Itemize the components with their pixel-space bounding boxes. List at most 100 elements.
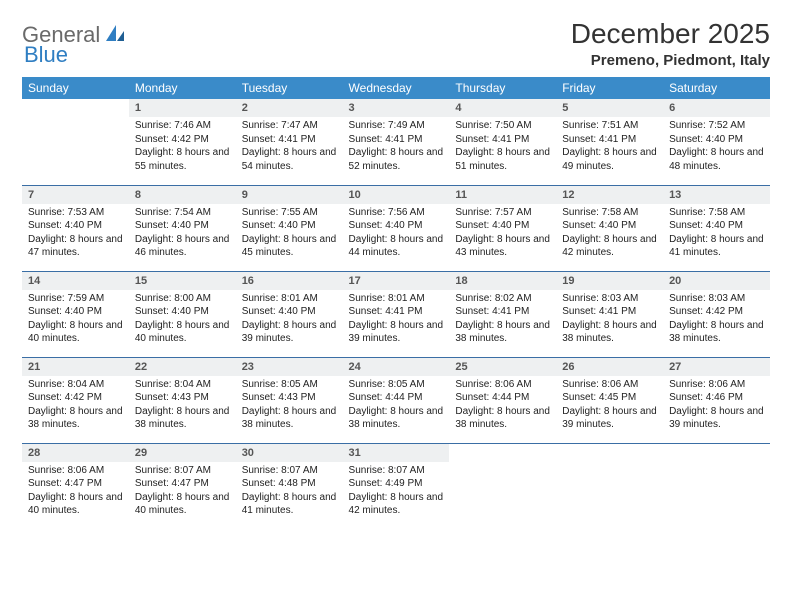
day-details: Sunrise: 8:05 AMSunset: 4:43 PMDaylight:…: [236, 376, 343, 436]
sunrise-line: Sunrise: 8:00 AM: [135, 292, 230, 306]
day-details: Sunrise: 8:03 AMSunset: 4:42 PMDaylight:…: [663, 290, 770, 350]
daylight-line: Daylight: 8 hours and 41 minutes.: [242, 491, 337, 518]
calendar-day-cell: [22, 99, 129, 185]
sunset-line: Sunset: 4:41 PM: [455, 133, 550, 147]
sunset-line: Sunset: 4:43 PM: [135, 391, 230, 405]
sunrise-line: Sunrise: 8:01 AM: [349, 292, 444, 306]
daylight-line: Daylight: 8 hours and 39 minutes.: [562, 405, 657, 432]
day-details: Sunrise: 7:46 AMSunset: 4:42 PMDaylight:…: [129, 117, 236, 177]
sunrise-line: Sunrise: 7:59 AM: [28, 292, 123, 306]
sunset-line: Sunset: 4:41 PM: [562, 305, 657, 319]
day-number: 15: [129, 272, 236, 290]
dow-header: Friday: [556, 77, 663, 99]
sunrise-line: Sunrise: 8:06 AM: [28, 464, 123, 478]
day-details: Sunrise: 8:05 AMSunset: 4:44 PMDaylight:…: [343, 376, 450, 436]
sunrise-line: Sunrise: 8:06 AM: [562, 378, 657, 392]
day-details: Sunrise: 8:03 AMSunset: 4:41 PMDaylight:…: [556, 290, 663, 350]
daylight-line: Daylight: 8 hours and 38 minutes.: [455, 319, 550, 346]
daylight-line: Daylight: 8 hours and 55 minutes.: [135, 146, 230, 173]
day-number: 31: [343, 444, 450, 462]
sunset-line: Sunset: 4:42 PM: [669, 305, 764, 319]
day-details: Sunrise: 8:04 AMSunset: 4:43 PMDaylight:…: [129, 376, 236, 436]
daylight-line: Daylight: 8 hours and 43 minutes.: [455, 233, 550, 260]
sunset-line: Sunset: 4:49 PM: [349, 477, 444, 491]
calendar-table: Sunday Monday Tuesday Wednesday Thursday…: [22, 77, 770, 529]
sunrise-line: Sunrise: 7:54 AM: [135, 206, 230, 220]
day-number: 30: [236, 444, 343, 462]
calendar-day-cell: 8Sunrise: 7:54 AMSunset: 4:40 PMDaylight…: [129, 185, 236, 271]
day-number: 10: [343, 186, 450, 204]
day-details: Sunrise: 8:06 AMSunset: 4:45 PMDaylight:…: [556, 376, 663, 436]
day-details: Sunrise: 7:57 AMSunset: 4:40 PMDaylight:…: [449, 204, 556, 264]
day-details: Sunrise: 8:07 AMSunset: 4:48 PMDaylight:…: [236, 462, 343, 522]
calendar-day-cell: 7Sunrise: 7:53 AMSunset: 4:40 PMDaylight…: [22, 185, 129, 271]
calendar-day-cell: 21Sunrise: 8:04 AMSunset: 4:42 PMDayligh…: [22, 357, 129, 443]
day-details: Sunrise: 7:51 AMSunset: 4:41 PMDaylight:…: [556, 117, 663, 177]
dow-header: Saturday: [663, 77, 770, 99]
calendar-day-cell: 6Sunrise: 7:52 AMSunset: 4:40 PMDaylight…: [663, 99, 770, 185]
daylight-line: Daylight: 8 hours and 44 minutes.: [349, 233, 444, 260]
calendar-day-cell: 3Sunrise: 7:49 AMSunset: 4:41 PMDaylight…: [343, 99, 450, 185]
sunset-line: Sunset: 4:44 PM: [455, 391, 550, 405]
sunset-line: Sunset: 4:40 PM: [135, 219, 230, 233]
day-details: Sunrise: 7:56 AMSunset: 4:40 PMDaylight:…: [343, 204, 450, 264]
sunrise-line: Sunrise: 7:56 AM: [349, 206, 444, 220]
sunrise-line: Sunrise: 7:58 AM: [669, 206, 764, 220]
daylight-line: Daylight: 8 hours and 38 minutes.: [135, 405, 230, 432]
day-details: Sunrise: 8:06 AMSunset: 4:46 PMDaylight:…: [663, 376, 770, 436]
day-number: 7: [22, 186, 129, 204]
calendar-week-row: 7Sunrise: 7:53 AMSunset: 4:40 PMDaylight…: [22, 185, 770, 271]
day-details: Sunrise: 8:06 AMSunset: 4:47 PMDaylight:…: [22, 462, 129, 522]
day-details: Sunrise: 8:00 AMSunset: 4:40 PMDaylight:…: [129, 290, 236, 350]
sunrise-line: Sunrise: 8:04 AM: [28, 378, 123, 392]
day-number: 9: [236, 186, 343, 204]
day-number: 25: [449, 358, 556, 376]
calendar-day-cell: [449, 443, 556, 529]
day-details: Sunrise: 8:01 AMSunset: 4:41 PMDaylight:…: [343, 290, 450, 350]
calendar-day-cell: 17Sunrise: 8:01 AMSunset: 4:41 PMDayligh…: [343, 271, 450, 357]
sunrise-line: Sunrise: 7:58 AM: [562, 206, 657, 220]
calendar-day-cell: 28Sunrise: 8:06 AMSunset: 4:47 PMDayligh…: [22, 443, 129, 529]
calendar-week-row: 1Sunrise: 7:46 AMSunset: 4:42 PMDaylight…: [22, 99, 770, 185]
day-number: 17: [343, 272, 450, 290]
day-number: 8: [129, 186, 236, 204]
day-number: 28: [22, 444, 129, 462]
calendar-day-cell: 29Sunrise: 8:07 AMSunset: 4:47 PMDayligh…: [129, 443, 236, 529]
daylight-line: Daylight: 8 hours and 51 minutes.: [455, 146, 550, 173]
calendar-day-cell: [556, 443, 663, 529]
sunset-line: Sunset: 4:46 PM: [669, 391, 764, 405]
brand-word-2: Blue: [24, 42, 68, 68]
day-number: 11: [449, 186, 556, 204]
daylight-line: Daylight: 8 hours and 38 minutes.: [349, 405, 444, 432]
calendar-day-cell: 30Sunrise: 8:07 AMSunset: 4:48 PMDayligh…: [236, 443, 343, 529]
day-details: Sunrise: 7:50 AMSunset: 4:41 PMDaylight:…: [449, 117, 556, 177]
calendar-day-cell: [663, 443, 770, 529]
calendar-day-cell: 25Sunrise: 8:06 AMSunset: 4:44 PMDayligh…: [449, 357, 556, 443]
sunrise-line: Sunrise: 7:50 AM: [455, 119, 550, 133]
sunset-line: Sunset: 4:40 PM: [562, 219, 657, 233]
calendar-day-cell: 4Sunrise: 7:50 AMSunset: 4:41 PMDaylight…: [449, 99, 556, 185]
sunset-line: Sunset: 4:40 PM: [28, 219, 123, 233]
day-number: 27: [663, 358, 770, 376]
day-number: 13: [663, 186, 770, 204]
calendar-day-cell: 31Sunrise: 8:07 AMSunset: 4:49 PMDayligh…: [343, 443, 450, 529]
dow-header: Sunday: [22, 77, 129, 99]
daylight-line: Daylight: 8 hours and 45 minutes.: [242, 233, 337, 260]
sunrise-line: Sunrise: 8:07 AM: [349, 464, 444, 478]
day-details: Sunrise: 7:49 AMSunset: 4:41 PMDaylight:…: [343, 117, 450, 177]
daylight-line: Daylight: 8 hours and 48 minutes.: [669, 146, 764, 173]
day-details: Sunrise: 7:54 AMSunset: 4:40 PMDaylight:…: [129, 204, 236, 264]
calendar-day-cell: 15Sunrise: 8:00 AMSunset: 4:40 PMDayligh…: [129, 271, 236, 357]
calendar-day-cell: 22Sunrise: 8:04 AMSunset: 4:43 PMDayligh…: [129, 357, 236, 443]
calendar-day-cell: 13Sunrise: 7:58 AMSunset: 4:40 PMDayligh…: [663, 185, 770, 271]
day-number: 4: [449, 99, 556, 117]
title-block: December 2025 Premeno, Piedmont, Italy: [571, 18, 770, 69]
daylight-line: Daylight: 8 hours and 38 minutes.: [28, 405, 123, 432]
calendar-day-cell: 1Sunrise: 7:46 AMSunset: 4:42 PMDaylight…: [129, 99, 236, 185]
calendar-day-cell: 9Sunrise: 7:55 AMSunset: 4:40 PMDaylight…: [236, 185, 343, 271]
sunset-line: Sunset: 4:40 PM: [242, 305, 337, 319]
calendar-day-cell: 18Sunrise: 8:02 AMSunset: 4:41 PMDayligh…: [449, 271, 556, 357]
calendar-day-cell: 24Sunrise: 8:05 AMSunset: 4:44 PMDayligh…: [343, 357, 450, 443]
calendar-week-row: 14Sunrise: 7:59 AMSunset: 4:40 PMDayligh…: [22, 271, 770, 357]
daylight-line: Daylight: 8 hours and 54 minutes.: [242, 146, 337, 173]
